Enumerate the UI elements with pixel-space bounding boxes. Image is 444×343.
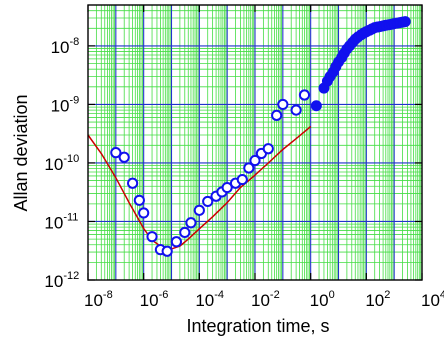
data-point-open	[238, 175, 247, 184]
data-point-open	[300, 90, 309, 99]
data-point-open	[163, 247, 172, 256]
data-point-open	[139, 208, 148, 217]
data-point-open	[264, 144, 273, 153]
data-point-open	[120, 153, 129, 162]
data-point-open	[128, 179, 137, 188]
data-point-open	[272, 111, 281, 120]
data-point-open	[172, 237, 181, 246]
data-point-filled	[311, 101, 321, 111]
data-point-open	[292, 106, 301, 115]
data-point-open	[135, 196, 144, 205]
y-axis-title: Allan deviation	[11, 94, 31, 211]
data-point-open	[147, 232, 156, 241]
data-point-filled	[400, 17, 410, 27]
data-point-open	[186, 218, 195, 227]
data-point-open	[180, 228, 189, 237]
data-point-open	[195, 206, 204, 215]
x-axis-title: Integration time, s	[186, 316, 329, 336]
data-point-open	[278, 100, 287, 109]
